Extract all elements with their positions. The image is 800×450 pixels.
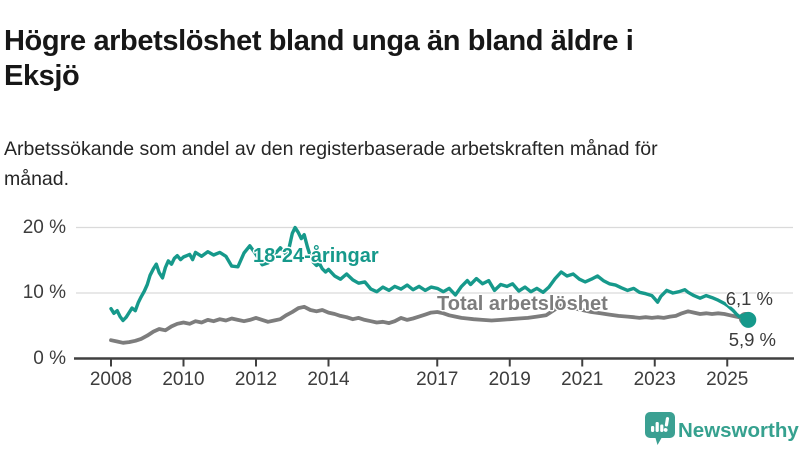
chart-subtitle: Arbetssökande som andel av den registerb…: [4, 137, 658, 190]
x-tick-label: 2012: [234, 369, 278, 390]
x-tick-label: 2023: [633, 369, 676, 390]
y-tick-label: 20 %: [22, 216, 66, 238]
y-tick-label: 10 %: [22, 282, 66, 303]
x-tick-label: 2010: [162, 369, 205, 390]
page-title: Högre arbetslöshet bland unga än bland ä…: [4, 24, 796, 94]
young-end-dot: [740, 311, 757, 328]
x-tick-label: 2025: [706, 369, 749, 390]
page-title-line2: Eksjö: [4, 60, 80, 93]
end-value-label-young: 5,9 %: [728, 329, 776, 350]
total-line: [109, 303, 748, 345]
x-tick-label: 2008: [89, 369, 133, 390]
brand-name: Newsworthy: [678, 419, 799, 442]
newsworthy-logo-icon: [645, 412, 675, 445]
y-tick-label: 0 %: [33, 347, 66, 369]
x-tick-label: 2017: [416, 369, 459, 390]
x-tick-label: 2019: [488, 369, 531, 390]
series-label-total: Total arbetslöshet: [437, 293, 608, 315]
young-line: [109, 225, 750, 323]
series-label-young: 18-24-åringar: [253, 245, 379, 267]
x-tick-label: 2014: [307, 369, 350, 390]
x-tick-label: 2021: [561, 369, 604, 390]
page-title-line1: Högre arbetslöshet bland unga än bland ä…: [4, 25, 634, 58]
end-value-label-total: 6,1 %: [725, 288, 773, 309]
